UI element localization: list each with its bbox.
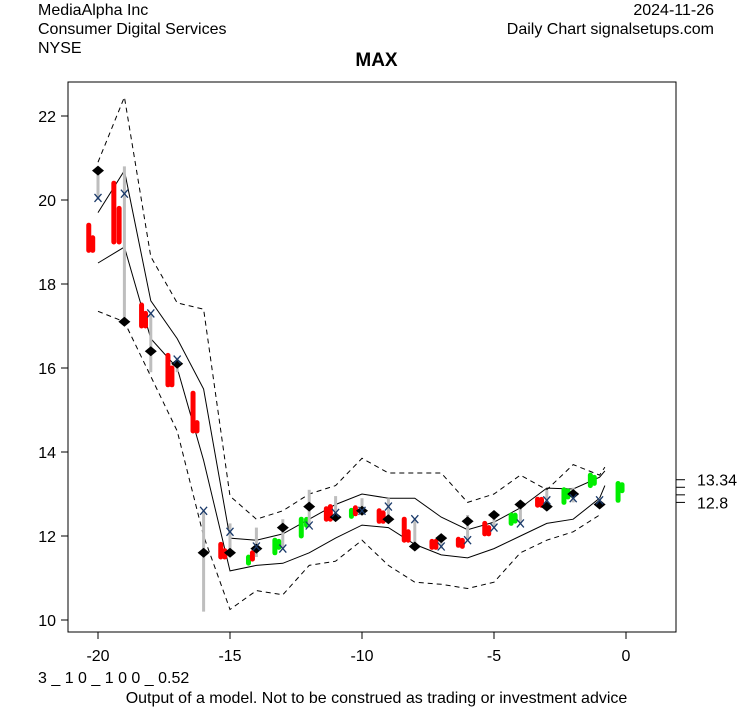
diamond-marker bbox=[461, 516, 474, 527]
x-marker bbox=[490, 523, 498, 533]
x-marker bbox=[146, 308, 155, 318]
exchange: NYSE bbox=[38, 40, 82, 57]
diamond-marker bbox=[276, 522, 289, 533]
company-name: MediaAlpha Inc bbox=[38, 2, 149, 19]
right-price-label: 13.34 bbox=[697, 473, 737, 490]
upper-band bbox=[97, 169, 606, 541]
x-marker bbox=[516, 518, 525, 528]
diamond-marker bbox=[514, 499, 527, 510]
disclaimer: Output of a model. Not to be construed a… bbox=[125, 690, 628, 707]
x-marker bbox=[120, 189, 129, 199]
diamond-marker bbox=[488, 510, 500, 520]
chart-title: MAX bbox=[355, 50, 398, 71]
diamond-marker bbox=[408, 541, 421, 552]
upper-outer-band bbox=[97, 95, 606, 520]
diamond-marker bbox=[197, 547, 210, 558]
diamond-marker bbox=[303, 501, 316, 512]
y-tick-label: 10 bbox=[38, 613, 56, 630]
diamond-marker bbox=[593, 499, 606, 510]
lower-band bbox=[97, 246, 606, 572]
x-marker bbox=[173, 355, 182, 365]
diamond-marker bbox=[118, 316, 131, 327]
x-marker bbox=[542, 495, 551, 505]
x-marker bbox=[358, 506, 366, 516]
diamond-marker bbox=[382, 514, 395, 525]
x-marker bbox=[226, 527, 234, 537]
x-marker bbox=[278, 544, 287, 554]
diamond-marker bbox=[171, 358, 184, 369]
diamond-marker bbox=[250, 543, 263, 554]
chart-source: Daily Chart signalsetups.com bbox=[506, 21, 714, 38]
x-marker bbox=[199, 506, 208, 516]
x-marker bbox=[595, 495, 604, 505]
y-tick-label: 14 bbox=[38, 445, 56, 462]
x-marker bbox=[410, 514, 419, 524]
right-price-label: 12.8 bbox=[697, 495, 728, 512]
x-tick-label: -10 bbox=[350, 648, 373, 665]
x-marker bbox=[94, 193, 102, 203]
x-tick-label: -5 bbox=[487, 648, 501, 665]
chart-date: 2024-11-26 bbox=[633, 2, 714, 19]
x-tick-label: 0 bbox=[622, 648, 631, 665]
diamond-marker bbox=[329, 512, 342, 523]
x-marker bbox=[384, 502, 393, 512]
y-tick-label: 12 bbox=[38, 529, 56, 546]
x-tick-label: -15 bbox=[218, 648, 241, 665]
y-tick-label: 22 bbox=[38, 109, 56, 126]
x-tick-label: -20 bbox=[86, 648, 109, 665]
x-marker bbox=[569, 493, 578, 503]
x-marker bbox=[305, 521, 314, 530]
y-tick-label: 16 bbox=[38, 361, 56, 378]
x-marker bbox=[437, 542, 446, 551]
diamond-marker bbox=[144, 346, 157, 357]
x-marker bbox=[463, 535, 472, 545]
y-tick-label: 18 bbox=[38, 277, 56, 294]
model-params: 3 _ 1 0 _ 1 0 0 _ 0.52 bbox=[38, 670, 190, 687]
diamond-marker bbox=[567, 489, 580, 499]
y-tick-label: 20 bbox=[38, 193, 56, 210]
diamond-marker bbox=[224, 547, 236, 558]
sector: Consumer Digital Services bbox=[38, 21, 227, 38]
diamond-marker bbox=[92, 165, 104, 176]
x-marker bbox=[331, 508, 340, 518]
lower-outer-band bbox=[97, 310, 600, 611]
diamond-marker bbox=[435, 533, 448, 544]
x-marker bbox=[252, 542, 261, 551]
plot-frame bbox=[67, 81, 677, 633]
